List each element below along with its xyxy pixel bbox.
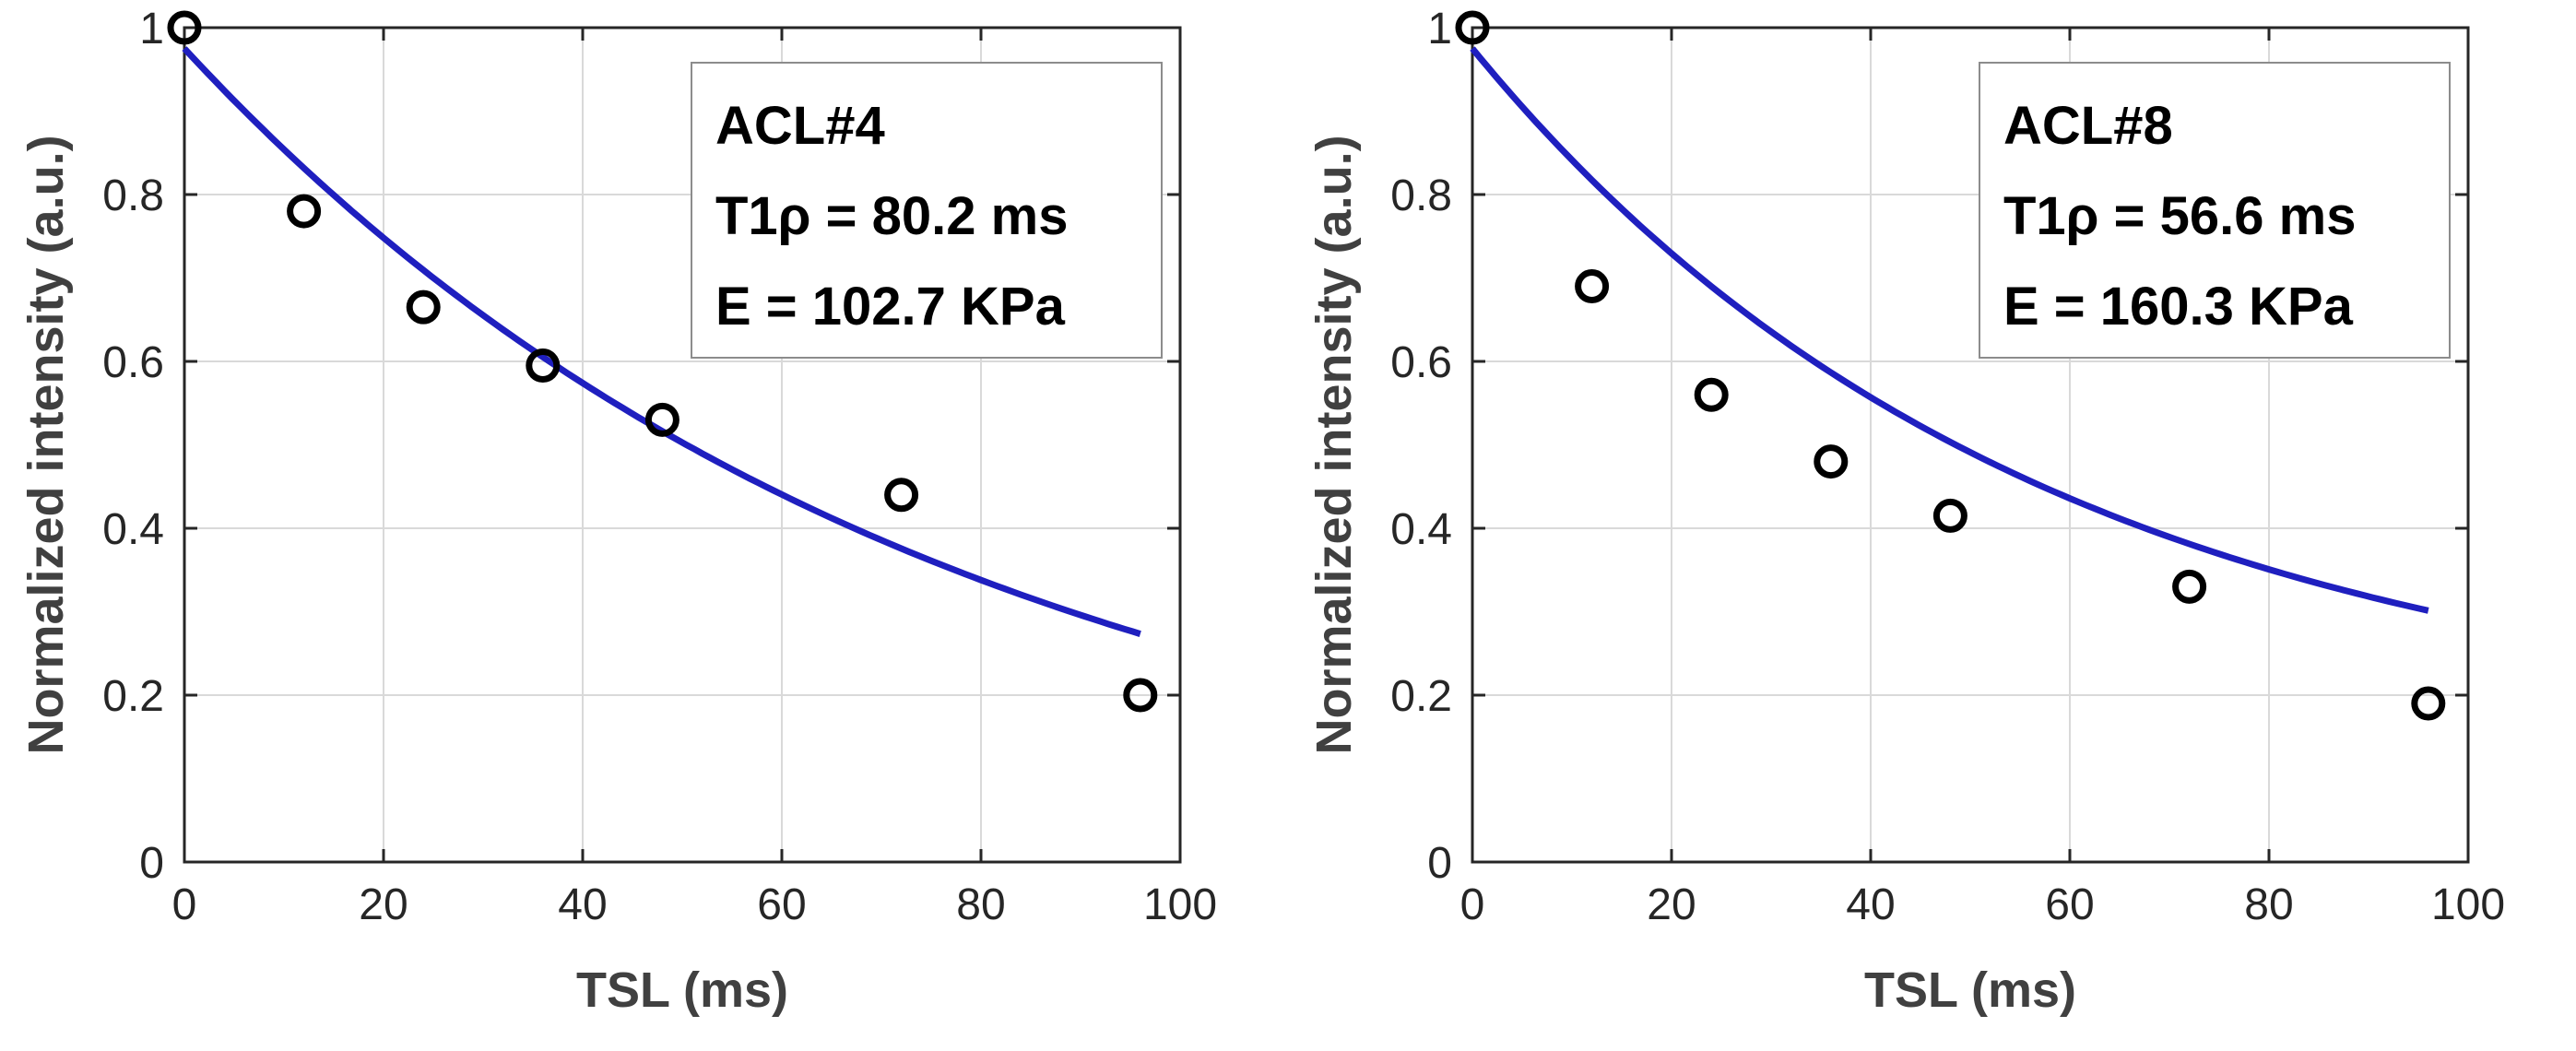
data-point <box>2172 569 2207 604</box>
y-tick-label: 0.8 <box>102 171 164 220</box>
data-point <box>644 402 679 437</box>
y-tick-label: 0.2 <box>1390 672 1452 721</box>
data-point <box>1123 678 1158 713</box>
data-point <box>1575 269 1610 304</box>
data-point <box>167 10 202 45</box>
data-point <box>1694 377 1729 412</box>
y-tick-label: 0.6 <box>102 338 164 387</box>
chart-acl8: 0 20 40 60 80 100 0 0.2 0.4 0.6 0.8 1 TSL (ms) Normal… <box>1306 5 2505 1018</box>
x-tick-label: 100 <box>1143 880 1217 929</box>
x-tick-label: 0 <box>1460 880 1485 929</box>
data-point <box>1455 10 1490 45</box>
x-axis-label: TSL (ms) <box>576 962 788 1018</box>
data-point <box>287 194 322 229</box>
x-tick-label: 60 <box>757 880 806 929</box>
data-point <box>2411 686 2446 721</box>
data-point <box>526 348 561 384</box>
chart-panel-acl8: 0 20 40 60 80 100 0 0.2 0.4 0.6 0.8 1 TSL (ms) Normal… <box>1288 0 2576 1051</box>
chart-acl4: 0 20 40 60 80 100 0 0.2 0.4 0.6 0.8 1 TSL (ms) Normal… <box>18 5 1217 1018</box>
y-tick-label: 0 <box>139 839 164 888</box>
y-tick-label: 1 <box>139 5 164 53</box>
plot-frame <box>1471 26 2470 864</box>
x-axis-label: TSL (ms) <box>1864 962 2076 1018</box>
data-point <box>884 478 919 513</box>
annotation-line: ACL#8 <box>2003 96 2173 156</box>
x-tick-label: 80 <box>2244 880 2293 929</box>
annotation-box <box>1979 62 2451 359</box>
annotation-box <box>691 62 1163 359</box>
y-axis-label: Normalized intensity (a.u.) <box>18 135 74 754</box>
x-tick-label: 100 <box>2431 880 2505 929</box>
x-tick-label: 0 <box>172 880 197 929</box>
data-point <box>1814 444 1849 479</box>
chart-panel-acl4: 0 20 40 60 80 100 0 0.2 0.4 0.6 0.8 1 TSL (ms) Normal… <box>18 5 1217 1018</box>
y-tick-label: 0.6 <box>1390 338 1452 387</box>
x-tick-label: 60 <box>2045 880 2094 929</box>
annotation-line: T1ρ = 80.2 ms <box>715 186 1069 246</box>
annotation-line: ACL#4 <box>715 96 885 156</box>
x-tick-label: 40 <box>558 880 607 929</box>
annotation-line: E = 160.3 KPa <box>2003 277 2354 337</box>
x-tick-label: 80 <box>956 880 1005 929</box>
annotation-line: T1ρ = 56.6 ms <box>2003 186 2357 246</box>
x-tick-label: 20 <box>359 880 408 929</box>
y-tick-label: 0.2 <box>102 672 164 721</box>
plot-frame <box>183 26 1182 864</box>
y-tick-label: 0.4 <box>102 505 164 554</box>
data-point <box>1932 498 1967 533</box>
data-point <box>406 289 441 325</box>
y-tick-label: 0.8 <box>1390 171 1452 220</box>
fit-curve <box>1470 46 2429 614</box>
x-tick-label: 20 <box>1647 880 1696 929</box>
y-tick-label: 0.4 <box>1390 505 1452 554</box>
y-axis-label: Normalized intensity (a.u.) <box>1306 135 1362 754</box>
y-tick-label: 1 <box>1427 5 1452 53</box>
y-tick-label: 0 <box>1427 839 1452 888</box>
annotation-line: E = 102.7 KPa <box>715 277 1066 337</box>
x-tick-label: 40 <box>1846 880 1895 929</box>
